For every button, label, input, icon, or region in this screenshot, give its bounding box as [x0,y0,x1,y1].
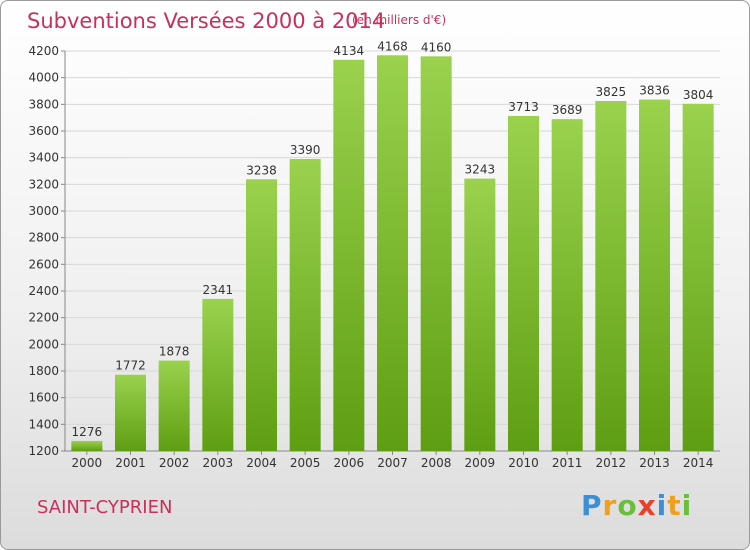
x-tick-label: 2003 [203,456,234,470]
data-label: 2341 [203,283,234,297]
data-label: 3390 [290,143,321,157]
y-axis-ticks: 1200 1400 1600 1800 2000 2200 2400 2600 2800 3000… [28,44,65,458]
x-tick-label: 2006 [334,456,365,470]
data-labels: 1276 1772 1878 2341 3238 3390 4134 4168 4160 3243… [72,39,714,439]
y-tick-label: 2400 [28,284,59,298]
bar [639,99,670,452]
bar [71,440,103,451]
x-tick-label: 2001 [115,456,146,470]
y-tick-label: 3400 [28,151,59,165]
x-tick-label: 2009 [465,456,496,470]
bar [333,59,365,452]
x-tick-label: 2000 [72,456,103,470]
y-tick-label: 3800 [28,97,59,111]
bar [377,55,408,452]
x-axis-ticks: 2000 2001 2002 2003 2004 2005 2006 2007 2008 2009… [72,451,714,470]
data-label: 3689 [552,103,583,117]
y-tick-label: 3600 [28,124,59,138]
x-tick-label: 2012 [596,456,627,470]
x-tick-label: 2014 [683,456,714,470]
bar [682,103,714,452]
place-name: SAINT-CYPRIEN [37,497,173,518]
data-label: 4134 [334,44,365,58]
data-label: 1276 [72,425,103,439]
bar [464,178,496,451]
bar [595,101,627,451]
data-label: 3825 [596,85,627,99]
bar [158,360,190,451]
data-label: 1772 [115,359,146,373]
y-tick-label: 1600 [28,391,59,405]
data-label: 4160 [421,40,452,54]
x-tick-label: 2010 [508,456,539,470]
x-tick-label: 2007 [377,456,408,470]
y-tick-label: 2800 [28,231,59,245]
bar [289,159,321,451]
y-tick-label: 2200 [28,311,59,325]
data-label: 4168 [377,39,408,53]
y-tick-label: 3000 [28,204,59,218]
y-tick-label: 4200 [28,44,59,58]
x-tick-label: 2013 [639,456,670,470]
bar [508,115,539,451]
chart-title: Subventions Versées 2000 à 2014 [27,9,386,33]
unit-note: (en milliers d'€) [352,13,447,27]
x-tick-label: 2005 [290,456,321,470]
data-label: 3804 [683,88,714,102]
y-tick-label: 1400 [28,417,59,431]
data-label: 1878 [159,345,190,359]
bar [115,374,146,451]
y-tick-label: 4000 [28,71,59,85]
x-tick-label: 2002 [159,456,190,470]
data-label: 3713 [508,100,539,114]
data-label: 3238 [246,163,277,177]
bar [420,56,452,451]
bar [246,179,277,451]
bar [202,298,234,451]
y-tick-label: 2000 [28,337,59,351]
proxiti-logo: Proxiti [581,489,693,522]
bars [71,55,714,452]
data-label: 3243 [465,163,496,177]
y-tick-label: 2600 [28,257,59,271]
y-tick-label: 1800 [28,364,59,378]
x-tick-label: 2004 [246,456,277,470]
x-tick-label: 2008 [421,456,452,470]
y-tick-label: 1200 [28,444,59,458]
y-tick-label: 3200 [28,177,59,191]
x-tick-label: 2011 [552,456,583,470]
bar [551,119,583,451]
data-label: 3836 [639,84,670,98]
